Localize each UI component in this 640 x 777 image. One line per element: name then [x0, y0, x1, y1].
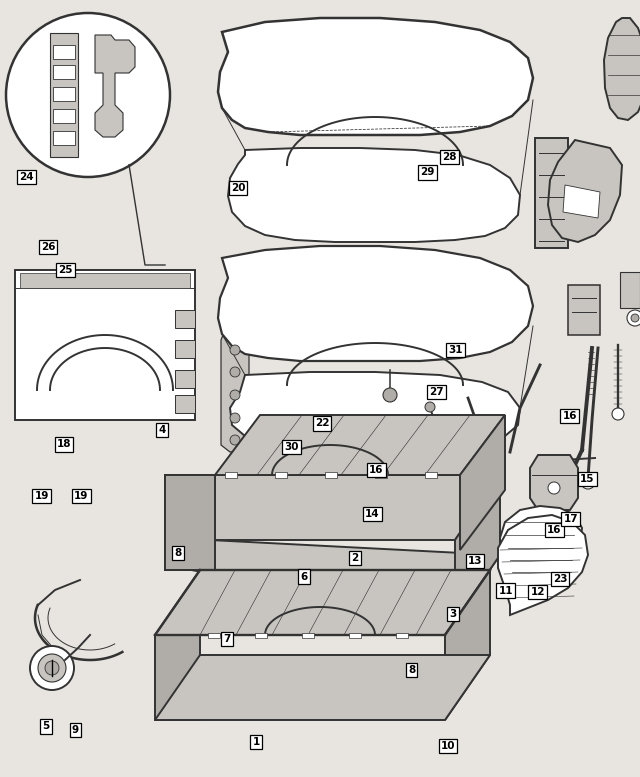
Polygon shape — [218, 18, 533, 135]
Text: 16: 16 — [547, 525, 561, 535]
Circle shape — [548, 482, 560, 494]
Circle shape — [6, 13, 170, 177]
Polygon shape — [175, 370, 195, 388]
Polygon shape — [53, 87, 75, 101]
Polygon shape — [460, 415, 505, 550]
Text: 22: 22 — [315, 419, 329, 428]
Polygon shape — [221, 330, 249, 452]
Polygon shape — [620, 272, 640, 308]
Text: 9: 9 — [72, 726, 79, 735]
Text: 5: 5 — [42, 722, 50, 731]
Text: 27: 27 — [429, 388, 444, 397]
Polygon shape — [228, 148, 520, 242]
Polygon shape — [53, 45, 75, 59]
Circle shape — [230, 435, 240, 445]
Polygon shape — [155, 570, 490, 635]
Circle shape — [38, 654, 66, 682]
Polygon shape — [225, 472, 237, 478]
Text: 6: 6 — [300, 572, 308, 581]
Text: 20: 20 — [231, 183, 245, 193]
Text: 30: 30 — [284, 442, 298, 451]
Polygon shape — [255, 633, 267, 638]
Text: 18: 18 — [57, 440, 71, 449]
Polygon shape — [175, 310, 195, 328]
Circle shape — [627, 310, 640, 326]
Text: 14: 14 — [365, 510, 380, 519]
Polygon shape — [349, 633, 361, 638]
Text: 8: 8 — [408, 665, 415, 674]
Text: 16: 16 — [369, 465, 383, 475]
Polygon shape — [425, 472, 437, 478]
Text: 15: 15 — [580, 475, 595, 484]
Polygon shape — [53, 131, 75, 145]
Circle shape — [230, 413, 240, 423]
Circle shape — [612, 408, 624, 420]
Polygon shape — [498, 515, 588, 615]
Polygon shape — [215, 415, 505, 475]
Polygon shape — [563, 185, 600, 218]
Polygon shape — [604, 18, 640, 120]
Text: 7: 7 — [223, 634, 231, 643]
Circle shape — [230, 367, 240, 377]
Text: 26: 26 — [41, 242, 55, 252]
Circle shape — [383, 388, 397, 402]
Polygon shape — [325, 472, 337, 478]
Polygon shape — [396, 633, 408, 638]
Polygon shape — [53, 65, 75, 79]
Text: 19: 19 — [74, 491, 88, 500]
Circle shape — [230, 345, 240, 355]
Polygon shape — [53, 109, 75, 123]
Text: 1: 1 — [252, 737, 260, 747]
Text: 4: 4 — [158, 425, 166, 434]
Polygon shape — [568, 285, 600, 335]
Circle shape — [45, 661, 59, 675]
Polygon shape — [165, 475, 215, 570]
Polygon shape — [530, 455, 578, 510]
Text: 24: 24 — [20, 172, 34, 182]
Polygon shape — [275, 472, 287, 478]
Text: 31: 31 — [449, 345, 463, 354]
Polygon shape — [500, 506, 582, 588]
Polygon shape — [165, 475, 500, 540]
Polygon shape — [175, 340, 195, 358]
Polygon shape — [230, 372, 520, 448]
Text: 28: 28 — [442, 152, 456, 162]
Polygon shape — [445, 570, 490, 720]
Polygon shape — [455, 475, 500, 620]
Text: 16: 16 — [563, 411, 577, 420]
Text: 3: 3 — [449, 609, 457, 618]
Text: 23: 23 — [553, 574, 567, 584]
Polygon shape — [50, 33, 78, 157]
Text: 29: 29 — [420, 168, 435, 177]
Circle shape — [425, 402, 435, 412]
Polygon shape — [165, 475, 210, 565]
Text: 12: 12 — [531, 587, 545, 597]
Polygon shape — [175, 395, 195, 413]
Polygon shape — [165, 540, 500, 620]
Polygon shape — [375, 472, 387, 478]
Polygon shape — [535, 138, 568, 248]
Circle shape — [631, 314, 639, 322]
Text: 11: 11 — [499, 586, 513, 595]
Polygon shape — [165, 475, 215, 570]
Polygon shape — [20, 273, 190, 288]
Text: 17: 17 — [564, 514, 578, 524]
Polygon shape — [95, 35, 135, 137]
Polygon shape — [15, 270, 195, 420]
Circle shape — [230, 390, 240, 400]
Polygon shape — [155, 635, 200, 720]
Text: 19: 19 — [35, 491, 49, 500]
Text: 25: 25 — [58, 266, 72, 275]
Circle shape — [30, 646, 74, 690]
Polygon shape — [208, 633, 220, 638]
Polygon shape — [218, 246, 533, 361]
Polygon shape — [548, 140, 622, 242]
Circle shape — [581, 475, 595, 489]
Text: 10: 10 — [441, 741, 455, 751]
Polygon shape — [302, 633, 314, 638]
Text: 2: 2 — [351, 553, 359, 563]
Polygon shape — [155, 655, 490, 720]
Text: 8: 8 — [174, 549, 182, 558]
Text: 13: 13 — [468, 556, 482, 566]
